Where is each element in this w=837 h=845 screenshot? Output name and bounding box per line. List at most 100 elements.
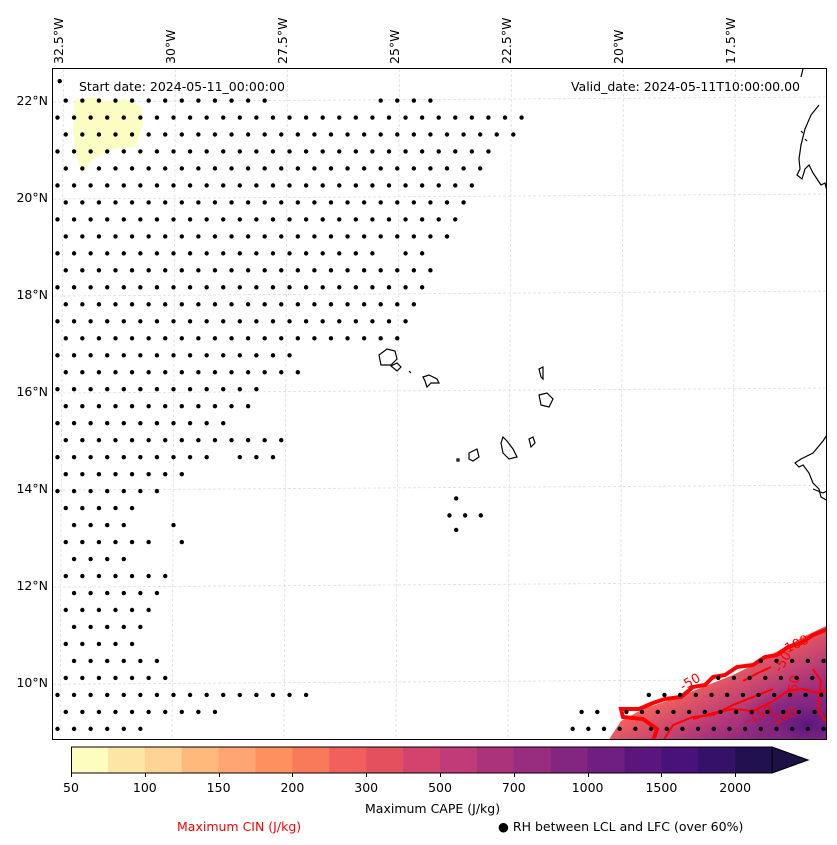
rh-dot — [262, 370, 267, 375]
rh-dot — [105, 217, 110, 222]
rh-dot — [378, 302, 383, 307]
rh-dots — [55, 78, 826, 732]
cape-verde-santiago — [500, 435, 518, 460]
rh-dot — [245, 437, 251, 443]
rh-legend-label: ● RH between LCL and LFC (over 60%) — [498, 819, 744, 834]
rh-dot — [328, 268, 334, 273]
rh-dot — [633, 726, 638, 732]
rh-dot — [204, 353, 209, 358]
rh-dot — [171, 522, 176, 528]
rh-dot — [55, 387, 60, 392]
rh-dot — [138, 285, 143, 290]
rh-dot — [680, 726, 685, 732]
rh-dot — [805, 726, 811, 732]
rh-dot — [221, 285, 226, 290]
rh-dot — [337, 183, 342, 188]
rh-dot — [312, 234, 317, 239]
rh-dot — [163, 404, 168, 409]
rh-dot — [428, 166, 433, 171]
rh-dot — [345, 132, 350, 137]
rh-dot — [279, 166, 284, 171]
rh-dot — [171, 183, 176, 188]
longitude-tick-label: 30°W — [162, 4, 181, 64]
rh-dot — [453, 496, 459, 501]
rh-dot — [303, 319, 309, 324]
rh-dot — [411, 166, 417, 171]
longitude-tick-text: 27.5°W — [274, 17, 290, 64]
meridian-gridline — [507, 69, 512, 739]
rh-dot — [378, 234, 383, 239]
rh-dot — [821, 658, 826, 664]
rh-dot — [138, 624, 143, 630]
rh-dot — [287, 251, 292, 256]
rh-dot — [270, 319, 276, 324]
colorbar-segment — [513, 747, 552, 773]
rh-dot — [361, 166, 367, 171]
map-panel[interactable]: -50 -50 -50 -100 -150 -100 — [52, 68, 827, 740]
rh-dot — [80, 675, 85, 681]
rh-dot — [187, 183, 193, 188]
rh-dot — [96, 404, 102, 409]
rh-dot — [71, 454, 77, 460]
rh-dot — [171, 319, 176, 324]
rh-dot — [204, 251, 209, 256]
rh-dot — [370, 285, 375, 290]
colorbar-segment — [218, 747, 256, 773]
rh-dot — [664, 726, 669, 732]
rh-dot — [502, 115, 508, 120]
rh-dot — [196, 268, 201, 273]
rh-dot — [63, 607, 68, 613]
rh-dot — [469, 115, 475, 120]
rh-dot — [96, 437, 102, 443]
rh-dot — [105, 115, 110, 120]
rh-dot — [262, 336, 267, 341]
meridian-gridline — [395, 69, 400, 739]
rh-dot — [237, 692, 243, 698]
cape-core-southeast — [695, 661, 826, 739]
rh-dot — [88, 115, 93, 120]
rh-dot — [237, 353, 243, 358]
rh-dot — [179, 437, 184, 443]
rh-dot — [154, 692, 160, 698]
valid-date-label: Valid_date: 2024-05-11T10:00:00.00 — [570, 79, 800, 94]
rh-dot — [395, 166, 400, 171]
rh-dot — [478, 513, 484, 518]
colorbar-segment — [329, 747, 367, 773]
rh-dot — [511, 132, 516, 137]
rh-dot — [179, 268, 184, 273]
rh-dot — [187, 353, 193, 358]
rh-dot — [494, 132, 499, 137]
rh-dot — [88, 319, 93, 324]
rh-dot — [345, 166, 350, 171]
longitude-tick-text: 30°W — [162, 29, 178, 64]
rh-dot — [237, 319, 243, 324]
rh-dot — [121, 556, 126, 562]
rh-dot — [187, 454, 193, 460]
rh-dot — [254, 115, 259, 120]
rh-dot — [146, 234, 151, 239]
rh-dot — [80, 505, 85, 511]
rh-dot — [80, 607, 85, 613]
colorbar-tick-label: 100 — [132, 780, 157, 795]
longitude-tick-label: 22.5°W — [499, 4, 517, 64]
rh-dot — [71, 251, 77, 256]
rh-dot — [270, 454, 276, 460]
rh-dot — [812, 709, 817, 715]
rh-dot — [270, 251, 276, 256]
rh-dot — [204, 454, 209, 460]
rh-dot — [146, 539, 151, 545]
rh-dot — [63, 573, 68, 579]
colorbar-tick-label: 300 — [354, 780, 379, 795]
rh-dot — [796, 709, 802, 715]
rh-dot — [146, 709, 151, 715]
rh-dot — [279, 437, 284, 443]
colorbar-tick-label: 150 — [206, 780, 231, 795]
rh-dot — [121, 285, 126, 290]
rh-dot — [245, 200, 251, 205]
rh-dot — [88, 556, 93, 562]
rh-dot — [436, 115, 441, 120]
rh-dot — [179, 166, 184, 171]
rh-dot — [80, 437, 85, 443]
rh-dot — [270, 692, 276, 698]
rh-dot — [586, 726, 591, 732]
